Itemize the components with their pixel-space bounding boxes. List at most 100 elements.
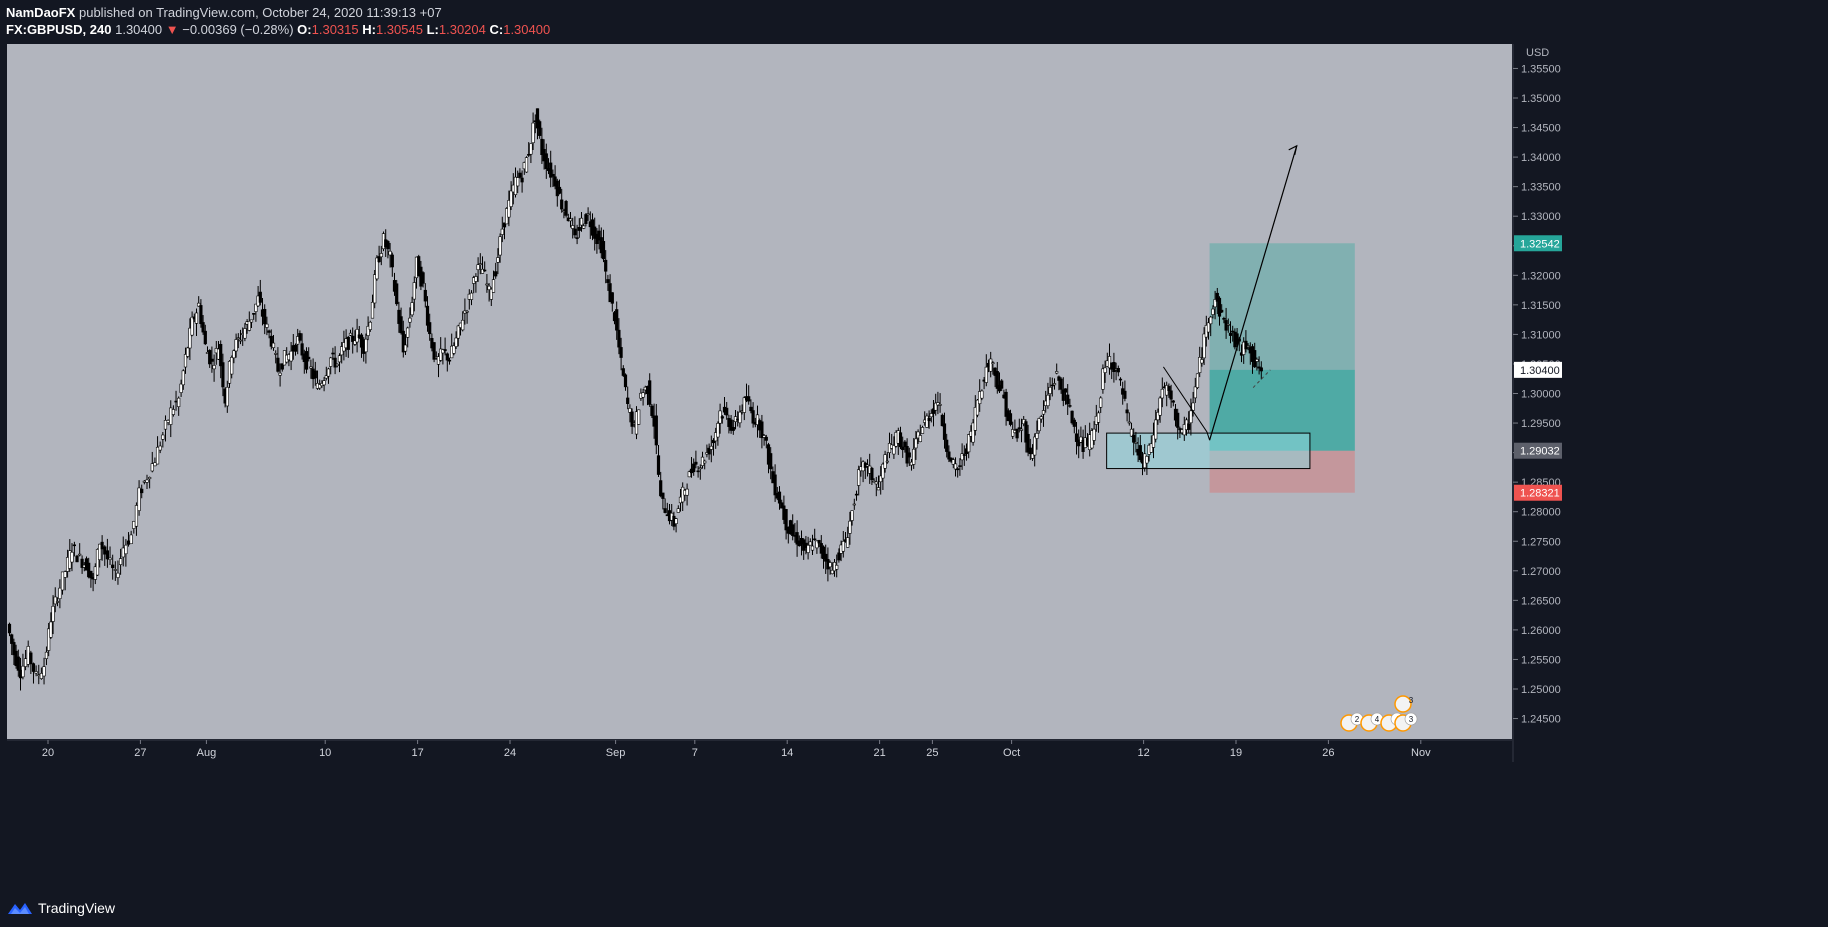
candle-body: [1132, 434, 1136, 443]
x-tick-label: 27: [134, 747, 146, 759]
candle-body: [527, 154, 531, 156]
candle-body: [971, 422, 975, 443]
candle-body: [219, 343, 223, 367]
candle-body: [496, 257, 500, 263]
candle-body: [980, 390, 984, 399]
candle-body: [483, 269, 487, 272]
symbol-label[interactable]: FX:GBPUSD, 240: [6, 22, 112, 37]
candle-body: [604, 259, 608, 272]
y-tick-label: 1.25500: [1521, 654, 1561, 666]
candle-body: [1066, 394, 1070, 405]
projection-arrow-line[interactable]: [1209, 145, 1298, 441]
candle-body: [95, 549, 100, 576]
price-tag-label: 1.32542: [1520, 238, 1560, 250]
candle-body: [75, 555, 79, 563]
y-tick-label: 1.27500: [1521, 536, 1561, 548]
candle-body: [31, 663, 36, 672]
candle-body: [947, 451, 951, 460]
candle-body: [322, 380, 326, 386]
candle-body: [549, 162, 553, 178]
y-tick-label: 1.31000: [1521, 329, 1561, 341]
candle-body: [1169, 390, 1173, 400]
candle-body: [267, 330, 271, 333]
candle-body: [703, 460, 707, 464]
candle-body: [243, 328, 247, 339]
candle-body: [388, 250, 392, 256]
candle-body: [425, 305, 430, 326]
candle-body: [403, 344, 408, 352]
candle-body: [892, 445, 896, 455]
candle-body: [1259, 367, 1263, 372]
candle-body: [940, 414, 944, 427]
candle-body: [938, 404, 942, 406]
x-tick-label: 24: [504, 747, 516, 759]
x-tick-label: Sep: [606, 747, 626, 759]
x-tick-label: 20: [42, 747, 54, 759]
price-chart[interactable]: 1.24500 1.25000 1.25500 1.26000 1.26500 1.270…: [0, 44, 1828, 891]
candle-body: [58, 587, 62, 599]
candle-body: [707, 447, 711, 455]
candle-body: [188, 327, 192, 349]
candle-body: [181, 370, 185, 386]
candle-body: [967, 434, 971, 453]
author-name[interactable]: NamDaoFX: [6, 5, 76, 20]
currency-label: USD: [1526, 47, 1549, 59]
candle-body: [857, 469, 861, 486]
candle-body: [617, 329, 621, 348]
candle-body: [1030, 453, 1035, 459]
candle-body: [98, 543, 102, 560]
candle-body: [478, 263, 482, 265]
candle-body: [39, 673, 43, 679]
candle-body: [1209, 316, 1213, 325]
candle-body: [53, 596, 57, 605]
candle-body: [60, 571, 65, 591]
candle-body: [236, 337, 240, 340]
candle-body: [1103, 367, 1107, 373]
candle-body: [1231, 330, 1235, 333]
candle-body: [119, 558, 123, 565]
x-tick-label: 14: [781, 747, 793, 759]
candle-body: [641, 392, 645, 398]
candle-body: [674, 518, 678, 524]
candle-body: [991, 362, 995, 364]
zigzag-line[interactable]: [1162, 366, 1211, 441]
candle-body: [962, 454, 966, 456]
candle-body: [784, 509, 788, 531]
tradingview-brand[interactable]: TradingView: [8, 900, 115, 916]
candle-body: [276, 357, 280, 372]
candle-body: [247, 320, 251, 331]
candle-body: [1074, 433, 1079, 442]
event-flag-icon[interactable]: [1394, 695, 1412, 713]
candle-body: [34, 671, 38, 674]
candle-body: [353, 340, 357, 345]
candle-body: [153, 462, 157, 467]
candle-body: [1099, 397, 1103, 408]
candle-body: [615, 309, 619, 331]
candle-body: [742, 397, 746, 413]
candle-body: [960, 453, 964, 461]
candle-body: [777, 491, 782, 504]
candle-body: [1149, 443, 1153, 453]
candle-body: [87, 562, 91, 578]
candle-body: [1189, 410, 1193, 424]
candle-body: [1041, 410, 1046, 415]
candle-body: [1048, 386, 1052, 394]
candle-body: [1037, 418, 1041, 432]
open-label: O:: [297, 22, 312, 37]
x-tick-label: 7: [692, 747, 698, 759]
candle-body: [150, 463, 154, 472]
x-tick-label: 25: [926, 747, 938, 759]
candle-body: [538, 121, 542, 136]
candle-body: [1253, 350, 1257, 368]
candle-body: [975, 399, 980, 416]
candle-body: [824, 553, 828, 562]
candle-body: [278, 372, 282, 376]
candle-body: [956, 468, 960, 471]
candle-body: [1193, 386, 1197, 399]
candle-body: [808, 541, 812, 546]
candle-body: [692, 463, 696, 473]
candle-body: [557, 186, 562, 194]
candle-body: [1255, 359, 1259, 362]
candle-body: [1176, 412, 1180, 428]
candle-body: [439, 348, 443, 361]
